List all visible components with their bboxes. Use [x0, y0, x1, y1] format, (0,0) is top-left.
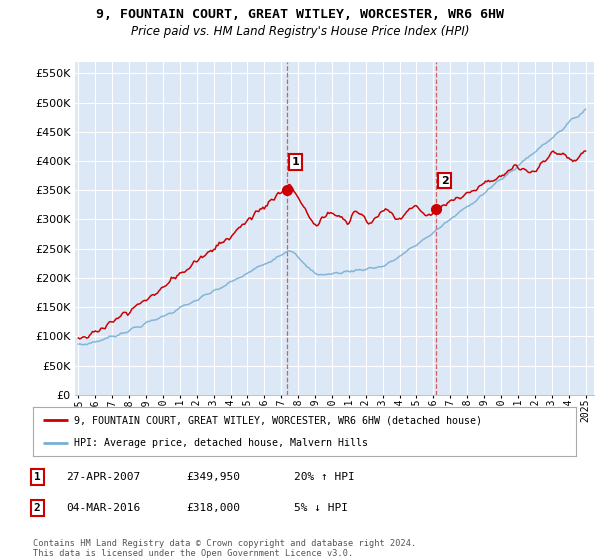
Text: 9, FOUNTAIN COURT, GREAT WITLEY, WORCESTER, WR6 6HW: 9, FOUNTAIN COURT, GREAT WITLEY, WORCEST…: [96, 8, 504, 21]
Text: £318,000: £318,000: [186, 503, 240, 513]
Text: 27-APR-2007: 27-APR-2007: [66, 472, 140, 482]
Text: 1: 1: [34, 472, 41, 482]
Text: 2: 2: [34, 503, 41, 513]
Text: 20% ↑ HPI: 20% ↑ HPI: [294, 472, 355, 482]
Text: £349,950: £349,950: [186, 472, 240, 482]
Text: Contains HM Land Registry data © Crown copyright and database right 2024.
This d: Contains HM Land Registry data © Crown c…: [33, 539, 416, 558]
Text: 2: 2: [441, 175, 449, 185]
Text: HPI: Average price, detached house, Malvern Hills: HPI: Average price, detached house, Malv…: [74, 438, 368, 448]
Text: 5% ↓ HPI: 5% ↓ HPI: [294, 503, 348, 513]
Text: 9, FOUNTAIN COURT, GREAT WITLEY, WORCESTER, WR6 6HW (detached house): 9, FOUNTAIN COURT, GREAT WITLEY, WORCEST…: [74, 416, 482, 426]
Text: 04-MAR-2016: 04-MAR-2016: [66, 503, 140, 513]
Text: 1: 1: [292, 157, 299, 167]
Text: Price paid vs. HM Land Registry's House Price Index (HPI): Price paid vs. HM Land Registry's House …: [131, 25, 469, 38]
